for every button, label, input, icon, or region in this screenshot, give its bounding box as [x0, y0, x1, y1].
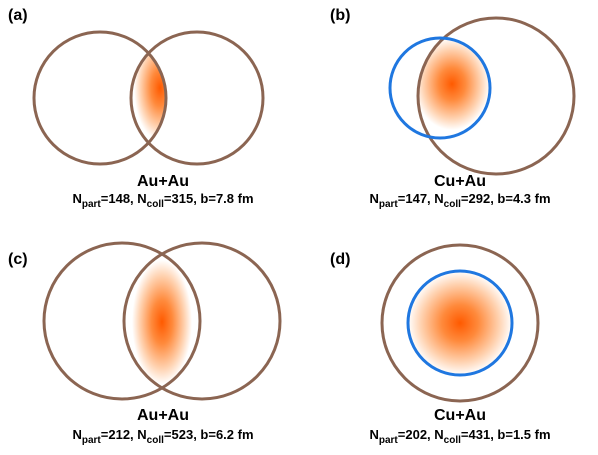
nucleus — [406, 269, 514, 377]
panel: (c) Au+Au Npart=212, Ncoll=523, b=6.2 fm — [8, 241, 282, 446]
system-label: Au+Au — [137, 173, 189, 190]
caption: Npart=202, Ncoll=431, b=1.5 fm — [369, 427, 550, 446]
hot-spot — [418, 38, 490, 130]
caption-text: =431, b=1.5 fm — [461, 427, 551, 442]
panel: (d) Cu+Au Npart=202, Ncoll=431, b=1.5 fm — [330, 243, 551, 446]
caption-text: =202, N — [398, 427, 444, 442]
overlap-region — [408, 271, 512, 375]
caption-text: =523, b=6.2 fm — [164, 427, 254, 442]
caption: Npart=148, Ncoll=315, b=7.8 fm — [72, 191, 253, 210]
hot-spot — [408, 271, 512, 375]
nucleus — [32, 30, 168, 166]
nucleus — [416, 16, 576, 176]
panel-label: (d) — [330, 251, 350, 268]
caption-subscript: part — [82, 199, 102, 210]
caption-subscript: part — [379, 199, 399, 210]
caption-subscript: coll — [147, 199, 164, 210]
panel-label: (a) — [8, 7, 28, 24]
hot-spot — [132, 260, 192, 384]
caption-subscript: coll — [444, 199, 461, 210]
system-label: Au+Au — [137, 407, 189, 424]
system-label: Cu+Au — [434, 407, 486, 424]
caption-subscript: part — [82, 435, 102, 446]
caption: Npart=147, Ncoll=292, b=4.3 fm — [369, 191, 550, 210]
caption-text: =315, b=7.8 fm — [164, 191, 254, 206]
caption-subscript: part — [379, 435, 399, 446]
nucleus — [388, 36, 492, 140]
caption-text: N — [72, 191, 81, 206]
caption-text: =148, N — [101, 191, 147, 206]
nucleus — [129, 30, 265, 166]
nucleus — [380, 243, 540, 403]
caption: Npart=212, Ncoll=523, b=6.2 fm — [72, 427, 253, 446]
nucleus — [42, 241, 202, 401]
caption-text: N — [72, 427, 81, 442]
overlap-region — [418, 38, 490, 130]
caption-text: =147, N — [398, 191, 444, 206]
panel-label: (b) — [330, 7, 350, 24]
overlap-region — [134, 36, 166, 140]
caption-subscript: coll — [147, 435, 164, 446]
system-label: Cu+Au — [434, 173, 486, 190]
nucleus — [122, 241, 282, 401]
caption-text: N — [369, 427, 378, 442]
hot-spot — [134, 36, 166, 140]
panel-label: (c) — [8, 251, 28, 268]
overlap-region — [132, 260, 192, 384]
caption-text: =292, b=4.3 fm — [461, 191, 551, 206]
caption-subscript: coll — [444, 435, 461, 446]
caption-text: N — [369, 191, 378, 206]
caption-text: =212, N — [101, 427, 147, 442]
